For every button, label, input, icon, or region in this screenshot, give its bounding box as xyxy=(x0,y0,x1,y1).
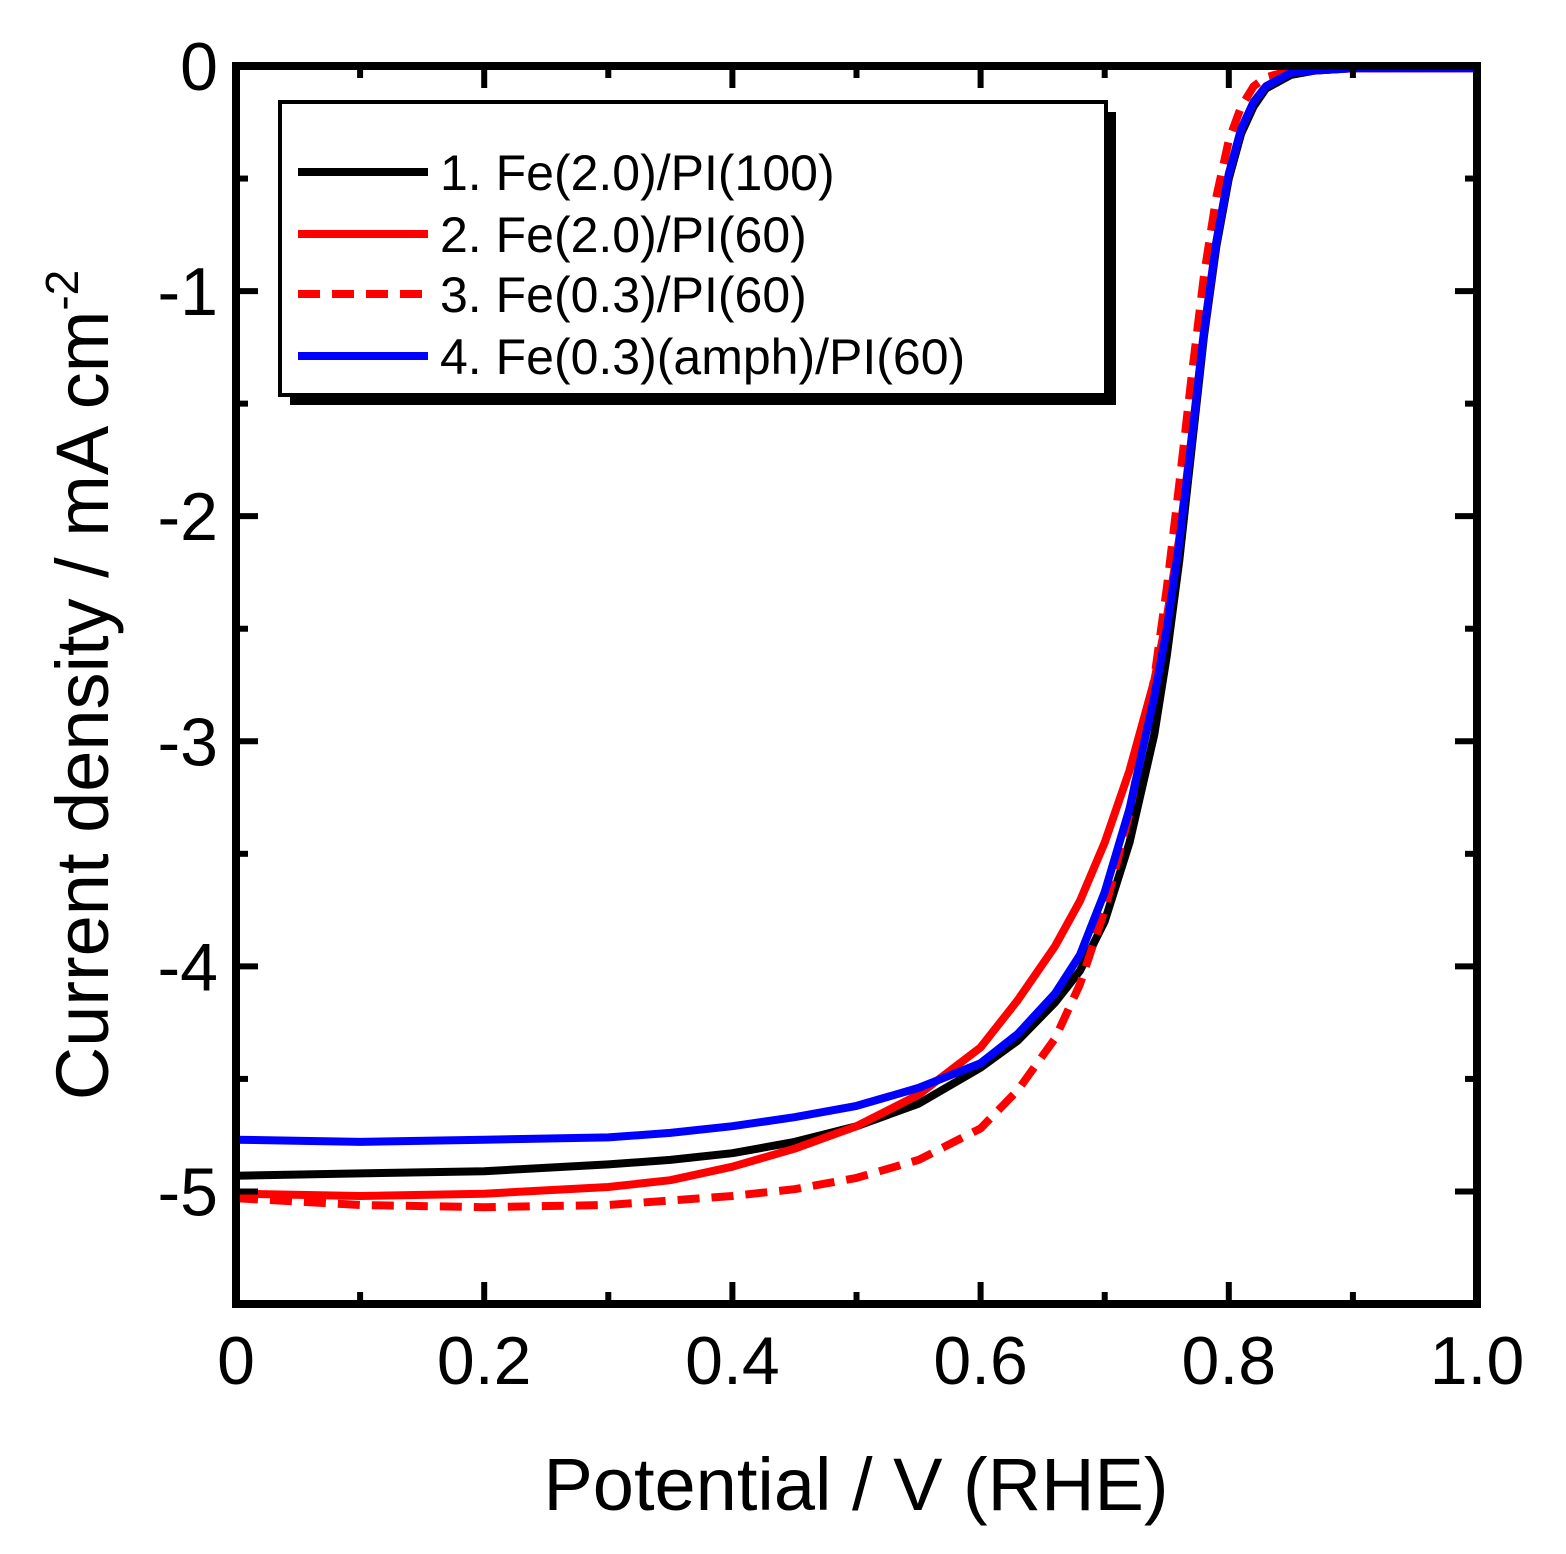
x-tick-label: 0.4 xyxy=(685,1323,780,1399)
y-tick-label: -4 xyxy=(158,929,218,1005)
y-axis-title-group: Current density / mA cm-2 xyxy=(36,270,124,1100)
legend-box xyxy=(278,100,1108,397)
x-tick-label: 0 xyxy=(217,1323,255,1399)
legend: 1. Fe(2.0)/PI(100) 2. Fe(2.0)/PI(60)3. Fe… xyxy=(278,100,1116,405)
y-axis-title: Current density / mA cm-2 xyxy=(36,270,124,1100)
legend-label-3: 3. Fe(0.3)/PI(60) xyxy=(440,267,807,323)
y-tick-label: 0 xyxy=(180,29,218,105)
legend-label-4: 4. Fe(0.3)(amph)/PI(60) xyxy=(440,329,965,385)
tick-layer xyxy=(233,63,1480,1307)
y-axis-title-superscript: -2 xyxy=(36,270,88,311)
series-layer xyxy=(235,64,1477,1212)
y-tick-label: -3 xyxy=(158,704,218,780)
tick-label-layer: 0 0.2 0.4 0.6 0.8 1.0 0 -1 -2 -3 -4 -5 xyxy=(158,29,1525,1399)
legend-label-2: 2. Fe(2.0)/PI(60) xyxy=(440,207,807,263)
y-tick-label: -1 xyxy=(158,254,218,330)
series-line-4 xyxy=(235,64,1477,1146)
y-tick-label: -2 xyxy=(158,479,218,555)
y-tick-label: -5 xyxy=(158,1154,218,1230)
x-axis-title: Potential / V (RHE) xyxy=(543,1443,1168,1526)
x-tick-label: 0.8 xyxy=(1182,1323,1277,1399)
x-tick-label: 1.0 xyxy=(1430,1323,1525,1399)
legend-items: 1. Fe(2.0)/PI(100) 2. Fe(2.0)/PI(60)3. Fe… xyxy=(298,145,965,385)
x-tick-label: 0.2 xyxy=(437,1323,532,1399)
series-line-3 xyxy=(235,64,1477,1212)
legend-label-1: 1. Fe(2.0)/PI(100) xyxy=(440,145,835,201)
y-axis-title-main: Current density / mA cm xyxy=(41,311,124,1101)
x-tick-label: 0.6 xyxy=(933,1323,1028,1399)
